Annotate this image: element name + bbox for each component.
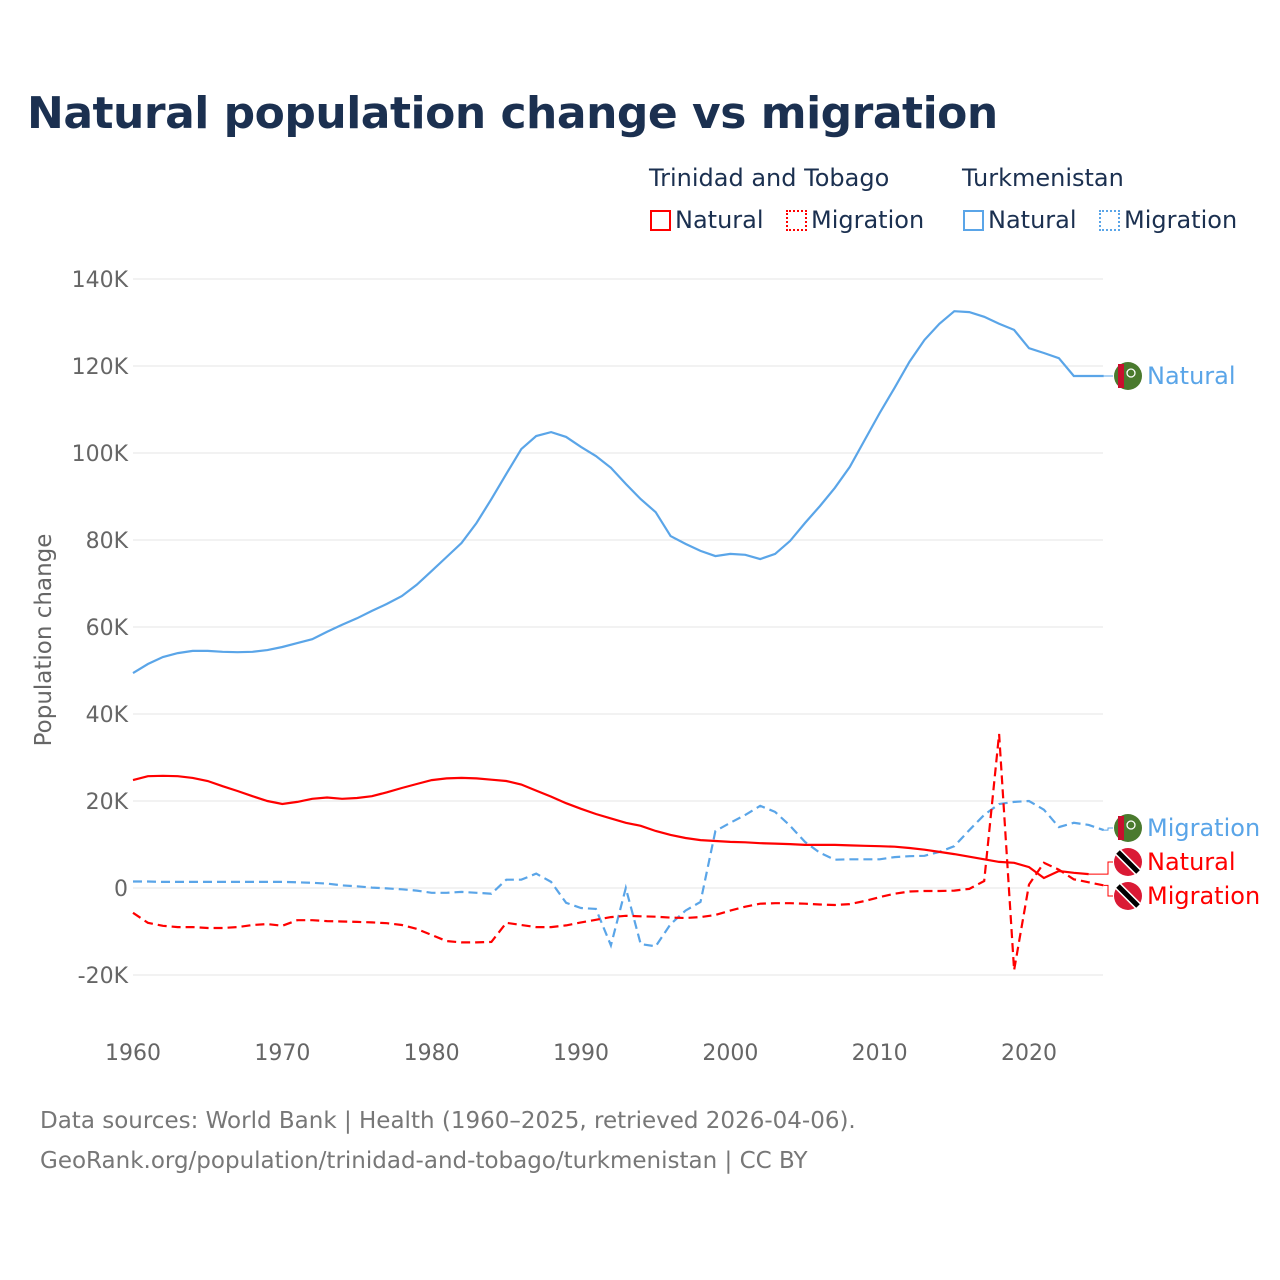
flag-stripe [1116, 850, 1140, 874]
legend-group-trinidad: Trinidad and Tobago [649, 164, 890, 192]
turkmenistan-flag-icon [1114, 814, 1142, 842]
trinidad-flag-icon [1114, 882, 1142, 910]
legend-swatch-dotted [786, 210, 807, 231]
source-line: Data sources: World Bank | Health (1960–… [40, 1108, 856, 1134]
y-tick-label: 140K [72, 268, 129, 293]
flag-stripe [1116, 884, 1140, 908]
source-link[interactable]: GeoRank.org/population/trinidad-and-toba… [40, 1148, 808, 1174]
series-line-trinidad-and-tobago-natural [132, 774, 1089, 880]
legend-swatch-dotted [1099, 210, 1120, 231]
legend-item-tt-natural[interactable]: Natural [650, 206, 764, 234]
y-axis-label: Population change [31, 534, 57, 747]
x-tick-label: 1990 [553, 1041, 609, 1066]
x-tick-label: 2020 [1001, 1041, 1057, 1066]
legend-item-tm-migration[interactable]: Migration [1099, 206, 1237, 234]
series-line-turkmenistan-migration [133, 799, 1105, 949]
turkmenistan-flag-icon [1114, 362, 1142, 390]
crescent-icon [1126, 820, 1136, 830]
crescent-icon [1126, 368, 1136, 378]
x-tick-label: 1970 [254, 1041, 310, 1066]
label-leader-line [1103, 884, 1113, 897]
x-tick-label: 2010 [852, 1041, 908, 1066]
y-tick-label: 80K [86, 529, 129, 554]
series-end-label: Natural [1147, 362, 1236, 390]
series-end-label: Natural [1147, 848, 1236, 876]
legend-item-tt-migration[interactable]: Migration [786, 206, 924, 234]
label-leader-line [1088, 861, 1113, 875]
y-tick-label: 60K [86, 616, 129, 641]
y-tick-label: 20K [86, 790, 129, 815]
x-tick-label: 1960 [105, 1041, 161, 1066]
y-tick-label: 120K [72, 355, 129, 380]
legend-label: Natural [675, 206, 764, 234]
series-line-trinidad-and-tobago-migration [132, 733, 1104, 971]
legend-item-tm-natural[interactable]: Natural [963, 206, 1077, 234]
legend-swatch-solid [963, 210, 984, 231]
y-tick-label: 100K [72, 442, 129, 467]
legend-swatch-solid [650, 210, 671, 231]
y-tick-label: -20K [78, 964, 129, 989]
series-end-label: Migration [1147, 882, 1260, 910]
legend-group-turkmenistan: Turkmenistan [962, 164, 1124, 192]
flag-stripe [1118, 816, 1124, 840]
flag-stripe [1118, 364, 1124, 388]
y-tick-label: 0 [114, 877, 128, 902]
x-tick-label: 1980 [404, 1041, 460, 1066]
chart-title: Natural population change vs migration [27, 88, 998, 139]
y-tick-label: 40K [86, 703, 129, 728]
legend-label: Natural [988, 206, 1077, 234]
series-line-turkmenistan-natural [132, 310, 1104, 675]
trinidad-flag-icon [1114, 848, 1142, 876]
label-leader-line [1103, 827, 1113, 831]
legend-label: Migration [1124, 206, 1238, 234]
legend-label: Migration [811, 206, 925, 234]
x-tick-label: 2000 [702, 1041, 758, 1066]
series-end-label: Migration [1147, 814, 1260, 842]
